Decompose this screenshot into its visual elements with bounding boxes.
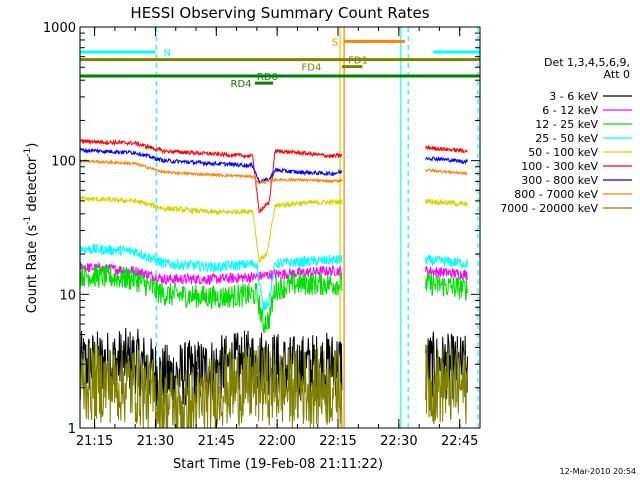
y-tick-label-2: 100	[51, 155, 76, 170]
x-tick-label-5: 22:30	[380, 434, 417, 449]
legend-label-8: 7000 - 20000 keV	[500, 202, 598, 215]
x-tick-label-0: 21:15	[76, 434, 113, 449]
legend-label-2: 12 - 25 keV	[535, 118, 598, 131]
flag-label-fd1: FD1	[348, 56, 368, 67]
legend-label-3: 25 - 50 keV	[535, 132, 598, 145]
series-25-50kev	[79, 243, 468, 312]
legend-label-0: 3 - 6 keV	[549, 90, 598, 103]
series-line-2	[79, 263, 468, 334]
legend-label-6: 300 - 800 keV	[521, 174, 598, 187]
flag-label-fd4: FD4	[302, 63, 322, 74]
y-tick-label-0: 1	[68, 422, 76, 437]
series-line-3	[79, 243, 468, 312]
y-axis-label: Count Rate (s-1 detector-1)	[23, 143, 40, 314]
legend-label-4: 50 - 100 keV	[528, 146, 598, 159]
legend-label-5: 100 - 300 keV	[521, 160, 598, 173]
x-tick-label-6: 22:45	[441, 434, 478, 449]
x-tick-label-1: 21:30	[137, 434, 174, 449]
plot-frame	[79, 26, 481, 429]
flag-label-rd4: RD4	[231, 79, 252, 90]
series-50-100kev	[79, 195, 468, 263]
axes: 21:15 21:30 21:45 22:00 22:15 22:30 22:45 1 10 10…	[43, 21, 481, 449]
series-line-6	[79, 147, 468, 185]
legend-title-line2: Att 0	[604, 68, 630, 81]
series-800-7000kev	[79, 158, 468, 185]
x-tick-label-4: 22:15	[319, 434, 356, 449]
series-line-5	[79, 138, 468, 214]
series-300-800kev	[79, 147, 468, 185]
x-tick-label-3: 22:00	[258, 434, 295, 449]
legend-label-1: 6 - 12 keV	[542, 104, 598, 117]
x-tick-label-2: 21:45	[198, 434, 235, 449]
series-7000-20000kev	[79, 342, 468, 429]
footer-date: 12-Mar-2010 20:54	[560, 467, 637, 476]
series-line-8	[79, 342, 468, 429]
legend-label-7: 800 - 7000 keV	[514, 188, 598, 201]
flag-label-rd0: RD0	[257, 72, 278, 83]
plot-area: N S FD1 FD4 RD0 RD4	[79, 27, 480, 429]
chart-title: HESSI Observing Summary Count Rates	[130, 4, 429, 22]
series-line-7	[79, 158, 468, 185]
flag-label-n: N	[164, 48, 171, 59]
x-axis-label: Start Time (19-Feb-08 21:11:22)	[173, 457, 383, 472]
series-12-25kev	[79, 263, 468, 334]
series-line-4	[79, 195, 468, 263]
y-tick-label-1: 10	[59, 288, 76, 303]
series-100-300kev	[79, 138, 468, 214]
y-tick-label-3: 1000	[43, 21, 76, 36]
flag-label-s: S	[332, 37, 338, 48]
legend-title-line1: Det 1,3,4,5,6,9,	[544, 56, 630, 69]
